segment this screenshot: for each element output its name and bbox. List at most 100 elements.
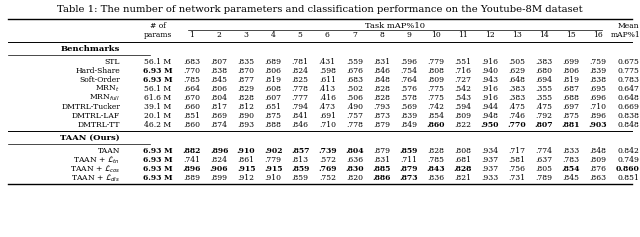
Text: .933: .933 bbox=[481, 174, 499, 182]
Text: .835: .835 bbox=[237, 58, 255, 66]
Text: .785: .785 bbox=[184, 76, 200, 84]
Text: .576: .576 bbox=[400, 85, 417, 93]
Text: 14: 14 bbox=[539, 31, 548, 39]
Text: .689: .689 bbox=[265, 58, 282, 66]
Text: .838: .838 bbox=[589, 76, 607, 84]
Text: MRN$_t$: MRN$_t$ bbox=[95, 84, 120, 94]
Text: .896: .896 bbox=[183, 165, 201, 173]
Text: .948: .948 bbox=[481, 112, 498, 120]
Text: .916: .916 bbox=[481, 58, 498, 66]
Text: .812: .812 bbox=[237, 103, 255, 111]
Text: .611: .611 bbox=[319, 76, 336, 84]
Text: .542: .542 bbox=[454, 85, 471, 93]
Text: 9: 9 bbox=[406, 31, 411, 39]
Text: .648: .648 bbox=[508, 76, 525, 84]
Text: .854: .854 bbox=[562, 165, 580, 173]
Text: .944: .944 bbox=[481, 103, 498, 111]
Text: DMTRL-TT: DMTRL-TT bbox=[77, 121, 120, 129]
Text: Mean: Mean bbox=[617, 22, 639, 30]
Text: .916: .916 bbox=[481, 94, 498, 102]
Text: 6.93 M: 6.93 M bbox=[143, 165, 173, 173]
Text: .506: .506 bbox=[346, 94, 363, 102]
Text: .676: .676 bbox=[346, 67, 363, 75]
Text: 39.1 M: 39.1 M bbox=[145, 103, 172, 111]
Text: .754: .754 bbox=[400, 67, 417, 75]
Text: .937: .937 bbox=[481, 156, 499, 164]
Text: 6.93 M: 6.93 M bbox=[143, 147, 173, 155]
Text: .899: .899 bbox=[211, 174, 228, 182]
Text: .792: .792 bbox=[536, 112, 552, 120]
Text: .711: .711 bbox=[400, 156, 417, 164]
Text: .940: .940 bbox=[481, 67, 498, 75]
Text: 0.647: 0.647 bbox=[617, 85, 639, 93]
Text: .543: .543 bbox=[454, 94, 471, 102]
Text: .608: .608 bbox=[265, 85, 282, 93]
Text: .910: .910 bbox=[237, 147, 255, 155]
Text: .829: .829 bbox=[237, 85, 255, 93]
Text: .413: .413 bbox=[319, 85, 336, 93]
Text: 0.775: 0.775 bbox=[617, 67, 639, 75]
Text: .833: .833 bbox=[563, 147, 580, 155]
Text: 6.93 M: 6.93 M bbox=[143, 76, 173, 84]
Text: .741: .741 bbox=[184, 156, 200, 164]
Text: .775: .775 bbox=[427, 85, 444, 93]
Text: .839: .839 bbox=[589, 67, 607, 75]
Text: .572: .572 bbox=[319, 156, 336, 164]
Text: 61.6 M: 61.6 M bbox=[145, 94, 172, 102]
Text: .683: .683 bbox=[184, 58, 200, 66]
Text: .490: .490 bbox=[346, 103, 363, 111]
Text: .416: .416 bbox=[319, 94, 336, 102]
Text: .607: .607 bbox=[265, 94, 282, 102]
Text: .836: .836 bbox=[427, 174, 444, 182]
Text: TAAN + $\mathcal{L}_{dis}$: TAAN + $\mathcal{L}_{dis}$ bbox=[71, 172, 120, 184]
Text: .809: .809 bbox=[454, 112, 471, 120]
Text: 10: 10 bbox=[431, 31, 440, 39]
Text: .774: .774 bbox=[536, 147, 552, 155]
Text: 20.1 M: 20.1 M bbox=[145, 112, 172, 120]
Text: 6.93 M: 6.93 M bbox=[143, 67, 173, 75]
Text: .793: .793 bbox=[373, 103, 390, 111]
Text: .783: .783 bbox=[563, 156, 579, 164]
Text: .475: .475 bbox=[536, 103, 552, 111]
Text: .843: .843 bbox=[426, 165, 445, 173]
Text: .943: .943 bbox=[481, 76, 499, 84]
Text: DMTRL-LAF: DMTRL-LAF bbox=[72, 112, 120, 120]
Text: .551: .551 bbox=[454, 58, 471, 66]
Text: .857: .857 bbox=[291, 147, 310, 155]
Text: .804: .804 bbox=[345, 147, 364, 155]
Text: .636: .636 bbox=[346, 156, 363, 164]
Text: .775: .775 bbox=[427, 94, 444, 102]
Text: .881: .881 bbox=[562, 121, 580, 129]
Text: .846: .846 bbox=[373, 67, 390, 75]
Text: 5: 5 bbox=[298, 31, 303, 39]
Text: .717: .717 bbox=[508, 147, 525, 155]
Text: .846: .846 bbox=[292, 121, 308, 129]
Text: TAAN + $\mathcal{L}_{cos}$: TAAN + $\mathcal{L}_{cos}$ bbox=[70, 163, 120, 175]
Text: .879: .879 bbox=[373, 147, 390, 155]
Text: .569: .569 bbox=[400, 103, 417, 111]
Text: .594: .594 bbox=[454, 103, 471, 111]
Text: .885: .885 bbox=[372, 165, 390, 173]
Text: 11: 11 bbox=[458, 31, 468, 39]
Text: .727: .727 bbox=[454, 76, 471, 84]
Text: .559: .559 bbox=[346, 58, 363, 66]
Text: Task mAP%10: Task mAP%10 bbox=[365, 22, 425, 30]
Text: .831: .831 bbox=[373, 58, 390, 66]
Text: .869: .869 bbox=[211, 112, 228, 120]
Text: Hard-Share: Hard-Share bbox=[76, 67, 120, 75]
Text: .873: .873 bbox=[399, 174, 418, 182]
Text: .475: .475 bbox=[508, 103, 525, 111]
Text: Table 1: The number of network parameters and classification performance on the : Table 1: The number of network parameter… bbox=[57, 5, 583, 14]
Text: .710: .710 bbox=[319, 121, 336, 129]
Text: .664: .664 bbox=[184, 85, 200, 93]
Text: .896: .896 bbox=[210, 147, 228, 155]
Text: 16: 16 bbox=[593, 31, 603, 39]
Text: .777: .777 bbox=[292, 94, 308, 102]
Text: .739: .739 bbox=[318, 147, 337, 155]
Text: .473: .473 bbox=[319, 103, 336, 111]
Text: .794: .794 bbox=[292, 103, 308, 111]
Text: .824: .824 bbox=[211, 156, 228, 164]
Text: .916: .916 bbox=[481, 85, 498, 93]
Text: .821: .821 bbox=[454, 174, 471, 182]
Text: .759: .759 bbox=[589, 58, 607, 66]
